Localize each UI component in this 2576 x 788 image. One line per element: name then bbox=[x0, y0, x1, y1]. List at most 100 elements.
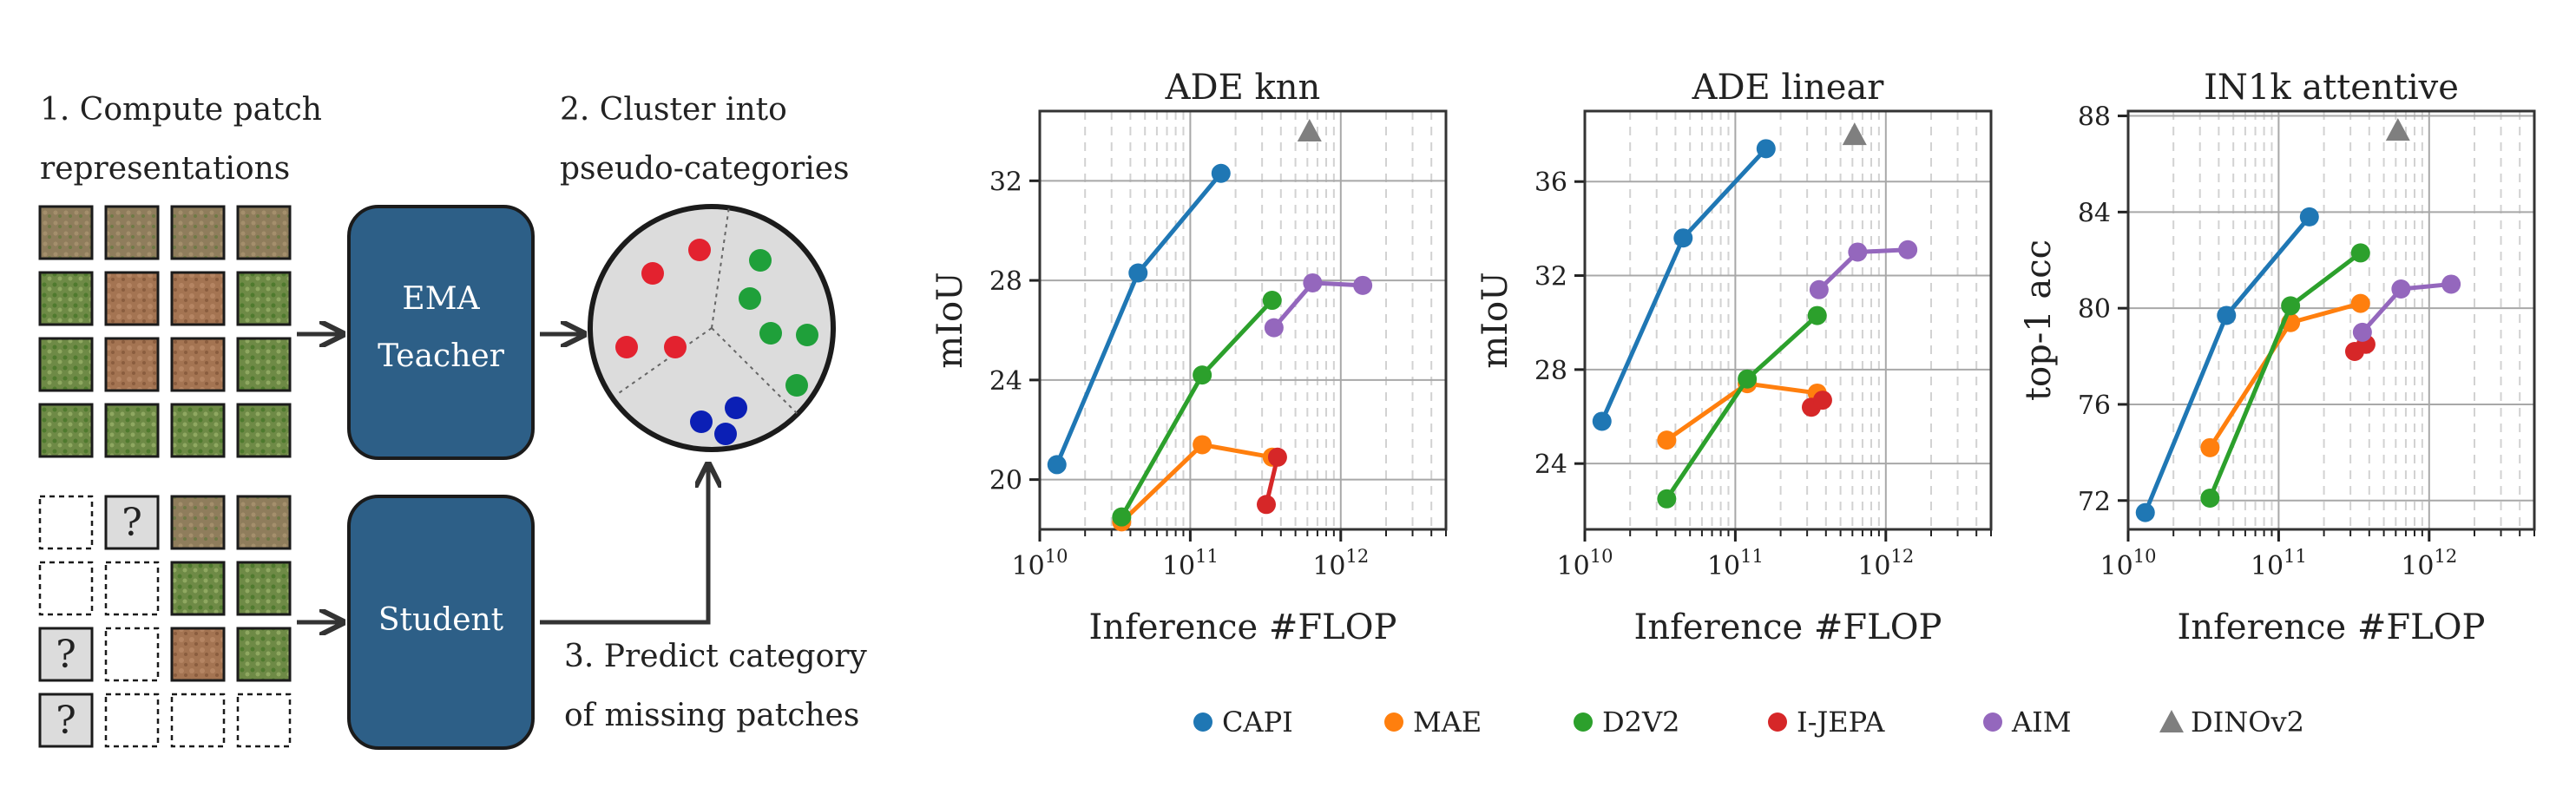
series-point-d2v2 bbox=[1193, 365, 1212, 385]
y-tick-label: 32 bbox=[1534, 262, 1567, 292]
y-tick-label: 36 bbox=[1534, 167, 1567, 198]
x-axis-label: Inference #FLOP bbox=[1634, 607, 1942, 647]
masked-patch bbox=[104, 627, 160, 682]
masked-patch bbox=[104, 561, 160, 616]
teacher-patch bbox=[38, 205, 94, 260]
y-tick-label: 28 bbox=[989, 266, 1022, 297]
teacher-patch bbox=[170, 403, 226, 458]
teacher-patch bbox=[38, 403, 94, 458]
step3-line1: 3. Predict category bbox=[564, 639, 867, 674]
y-tick-label: 80 bbox=[2078, 294, 2111, 325]
series-point-aim bbox=[1264, 318, 1284, 338]
step2-line1: 2. Cluster into bbox=[560, 92, 787, 128]
student-visible-patch bbox=[170, 627, 226, 682]
cluster-point bbox=[690, 410, 713, 433]
plot-frame bbox=[2126, 109, 2536, 531]
question-mark: ? bbox=[122, 501, 142, 545]
y-axis-label: mIoU bbox=[930, 272, 970, 369]
student-label: Student bbox=[378, 602, 504, 638]
x-tick-exponent: 11 bbox=[1195, 546, 1219, 567]
y-tick-label: 28 bbox=[1534, 356, 1567, 386]
series-point-capi bbox=[1211, 163, 1231, 183]
cluster-point bbox=[688, 239, 711, 261]
chart-title: IN1k attentive bbox=[2204, 68, 2459, 108]
series-point-capi bbox=[1592, 411, 1612, 431]
teacher-patch bbox=[236, 337, 292, 392]
plot-frame bbox=[1583, 109, 1993, 531]
teacher-label-line2: Teacher bbox=[378, 338, 505, 374]
series-point-capi bbox=[2135, 502, 2155, 522]
series-point-mae bbox=[2200, 437, 2220, 457]
series-point-aim bbox=[1809, 279, 1829, 299]
y-tick-label: 32 bbox=[989, 167, 1022, 197]
cluster-point bbox=[749, 249, 772, 272]
series-point-capi bbox=[2299, 207, 2319, 227]
series-point-aim bbox=[1303, 273, 1323, 292]
y-axis-label: top-1 acc bbox=[2019, 240, 2059, 401]
y-tick-label: 76 bbox=[2078, 391, 2111, 421]
plot-frame bbox=[1038, 109, 1448, 531]
y-tick-label: 24 bbox=[1534, 450, 1567, 480]
student-box bbox=[347, 495, 535, 750]
ema-teacher-box bbox=[347, 205, 535, 460]
teacher-patch bbox=[104, 403, 160, 458]
legend: CAPI MAE D2V2 I-JEPA AIM DINOv2 bbox=[1193, 706, 2304, 739]
step2-line2: pseudo-categories bbox=[560, 151, 850, 187]
cluster-point bbox=[759, 322, 782, 345]
masked-patch bbox=[236, 693, 292, 748]
cluster-point bbox=[641, 262, 664, 285]
legend-marker-aim bbox=[1983, 712, 2002, 732]
teacher-patch bbox=[170, 205, 226, 260]
teacher-patch bbox=[170, 337, 226, 392]
step1-line2: representations bbox=[40, 151, 290, 187]
cluster-point bbox=[725, 397, 747, 419]
x-tick-exponent: 10 bbox=[1045, 546, 1068, 567]
series-point-dinov2 bbox=[1297, 118, 1322, 141]
legend-label: I-JEPA bbox=[1797, 706, 1885, 739]
series-point-d2v2 bbox=[1738, 369, 1758, 389]
series-point-dinov2 bbox=[1842, 122, 1867, 146]
step3-line2: of missing patches bbox=[564, 698, 859, 733]
teacher-patch bbox=[236, 271, 292, 326]
x-tick-exponent: 11 bbox=[2284, 546, 2307, 567]
x-tick-exponent: 12 bbox=[1891, 546, 1915, 567]
legend-label: MAE bbox=[1413, 706, 1482, 739]
masked-patch bbox=[38, 495, 94, 550]
cluster-point bbox=[796, 324, 818, 346]
x-tick-label: 1012 bbox=[1312, 546, 1369, 581]
step1-line1: 1. Compute patch bbox=[40, 92, 322, 128]
series-point-d2v2 bbox=[2350, 243, 2370, 263]
series-line-capi bbox=[1055, 172, 1223, 466]
student-visible-patch bbox=[170, 495, 226, 550]
x-axis-label: Inference #FLOP bbox=[2178, 607, 2486, 647]
chart-title: ADE knn bbox=[1165, 68, 1321, 108]
x-tick-exponent: 12 bbox=[1346, 546, 1370, 567]
teacher-patch bbox=[104, 271, 160, 326]
series-point-aim bbox=[2441, 274, 2461, 294]
arrow-prediction bbox=[540, 467, 708, 625]
legend-marker-i-jepa bbox=[1768, 712, 1787, 732]
cluster-point bbox=[739, 287, 761, 310]
y-tick-label: 20 bbox=[989, 466, 1022, 496]
series-point-dinov2 bbox=[2385, 118, 2410, 141]
series-point-i-jepa bbox=[1256, 495, 1276, 515]
series-point-capi bbox=[1128, 263, 1148, 283]
series-point-d2v2 bbox=[1112, 507, 1132, 527]
series-point-capi bbox=[1756, 139, 1776, 159]
masked-patch bbox=[104, 693, 160, 748]
student-patch-grid: ??? bbox=[38, 495, 292, 748]
x-tick-exponent: 11 bbox=[1740, 546, 1764, 567]
y-tick-label: 72 bbox=[2078, 487, 2111, 517]
teacher-label-line1: EMA bbox=[402, 281, 480, 317]
series-point-aim bbox=[1848, 242, 1868, 262]
x-axis-label: Inference #FLOP bbox=[1089, 607, 1397, 647]
cluster-divider bbox=[711, 206, 730, 329]
x-tick-label: 1010 bbox=[1012, 546, 1068, 581]
x-tick-label: 1010 bbox=[2100, 546, 2157, 581]
masked-query-patch bbox=[104, 495, 160, 550]
x-tick-label: 1012 bbox=[1857, 546, 1914, 581]
student-visible-patch bbox=[236, 627, 292, 682]
